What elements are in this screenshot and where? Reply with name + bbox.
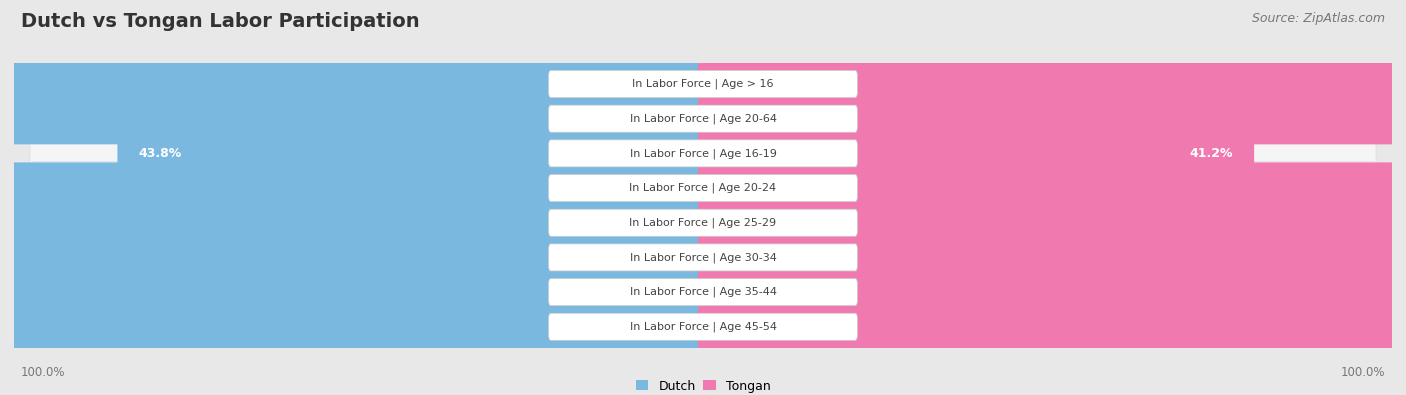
FancyBboxPatch shape (697, 301, 1406, 352)
FancyBboxPatch shape (548, 140, 858, 167)
Text: In Labor Force | Age > 16: In Labor Force | Age > 16 (633, 79, 773, 89)
FancyBboxPatch shape (697, 128, 1254, 179)
Legend: Dutch, Tongan: Dutch, Tongan (636, 380, 770, 393)
Text: In Labor Force | Age 35-44: In Labor Force | Age 35-44 (630, 287, 776, 297)
FancyBboxPatch shape (30, 231, 1376, 284)
FancyBboxPatch shape (697, 58, 1406, 110)
FancyBboxPatch shape (0, 58, 709, 110)
FancyBboxPatch shape (0, 162, 709, 214)
FancyBboxPatch shape (30, 196, 1376, 249)
Text: In Labor Force | Age 45-54: In Labor Force | Age 45-54 (630, 322, 776, 332)
Text: 100.0%: 100.0% (1340, 366, 1385, 379)
Text: 100.0%: 100.0% (21, 366, 66, 379)
FancyBboxPatch shape (30, 58, 1376, 110)
FancyBboxPatch shape (30, 266, 1376, 318)
Text: In Labor Force | Age 25-29: In Labor Force | Age 25-29 (630, 218, 776, 228)
FancyBboxPatch shape (30, 162, 1376, 214)
FancyBboxPatch shape (548, 244, 858, 271)
Text: Source: ZipAtlas.com: Source: ZipAtlas.com (1251, 12, 1385, 25)
FancyBboxPatch shape (548, 175, 858, 201)
Text: In Labor Force | Age 20-64: In Labor Force | Age 20-64 (630, 113, 776, 124)
Text: In Labor Force | Age 20-24: In Labor Force | Age 20-24 (630, 183, 776, 193)
FancyBboxPatch shape (0, 232, 709, 283)
FancyBboxPatch shape (30, 127, 1376, 180)
FancyBboxPatch shape (697, 267, 1406, 318)
FancyBboxPatch shape (0, 197, 709, 248)
FancyBboxPatch shape (118, 128, 709, 179)
FancyBboxPatch shape (697, 232, 1406, 283)
FancyBboxPatch shape (697, 197, 1406, 248)
FancyBboxPatch shape (697, 93, 1406, 144)
Text: Dutch vs Tongan Labor Participation: Dutch vs Tongan Labor Participation (21, 12, 420, 31)
FancyBboxPatch shape (697, 162, 1406, 214)
FancyBboxPatch shape (548, 278, 858, 306)
Text: In Labor Force | Age 16-19: In Labor Force | Age 16-19 (630, 148, 776, 159)
FancyBboxPatch shape (0, 93, 709, 144)
Text: In Labor Force | Age 30-34: In Labor Force | Age 30-34 (630, 252, 776, 263)
FancyBboxPatch shape (30, 301, 1376, 353)
FancyBboxPatch shape (548, 313, 858, 340)
Text: 41.2%: 41.2% (1189, 147, 1233, 160)
FancyBboxPatch shape (548, 105, 858, 132)
FancyBboxPatch shape (548, 70, 858, 98)
FancyBboxPatch shape (0, 301, 709, 352)
FancyBboxPatch shape (0, 267, 709, 318)
FancyBboxPatch shape (548, 209, 858, 236)
FancyBboxPatch shape (30, 92, 1376, 145)
Text: 43.8%: 43.8% (139, 147, 181, 160)
